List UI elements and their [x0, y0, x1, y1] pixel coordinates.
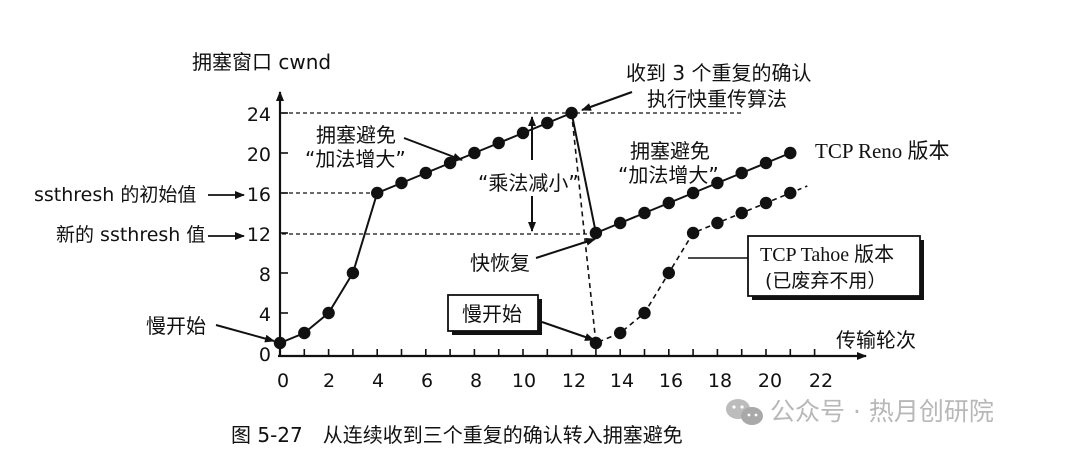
tahoe-label-line2: (已废弃不用）: [765, 270, 886, 292]
slow-start-box: 慢开始: [447, 294, 542, 335]
data-point: [784, 146, 797, 160]
x-axis-title: 传输轮次: [836, 328, 916, 352]
x-tick-22: 22: [809, 370, 833, 392]
data-point: [614, 326, 627, 340]
y-tick-12: 12: [247, 224, 271, 246]
slow-start-label-left: 慢开始: [146, 314, 206, 338]
data-point: [371, 186, 384, 200]
x-tick-14: 14: [610, 370, 634, 392]
data-point: [468, 146, 481, 160]
y-tick-24: 24: [247, 104, 271, 126]
x-tick-18: 18: [708, 370, 732, 392]
data-point: [346, 266, 360, 280]
data-point: [735, 206, 748, 220]
y-tick-4: 4: [259, 304, 271, 326]
data-point: [322, 306, 335, 320]
data-point: [273, 336, 287, 350]
data-point: [784, 186, 797, 200]
series-line-1: [570, 112, 791, 235]
fast-recovery-arrow: [535, 237, 596, 259]
data-point: [298, 326, 311, 340]
ca2-label-line1: 拥塞避免: [630, 139, 710, 163]
ssthresh-new-label: 新的 ssthresh 值: [56, 224, 205, 246]
y-tick-marks: [280, 112, 288, 314]
x-tick-4: 4: [372, 370, 384, 392]
data-point: [662, 196, 675, 210]
data-point: [492, 136, 505, 150]
figure-caption: 图 5-27 从连续收到三个重复的确认转入拥塞避免: [231, 423, 683, 447]
data-point: [614, 216, 627, 230]
ca1-arrow: [403, 137, 463, 161]
y-tick-8: 8: [259, 264, 271, 286]
reference-lines: [282, 112, 742, 235]
x-tick-0: 0: [277, 370, 289, 392]
tahoe-label-line1: TCP Tahoe 版本: [760, 243, 894, 266]
data-point: [638, 306, 651, 320]
series-layer: [273, 106, 808, 350]
x-tick-16: 16: [659, 370, 683, 392]
data-point: [638, 206, 651, 220]
data-point: [541, 116, 554, 130]
ca1-label-line1: 拥塞避免: [316, 123, 396, 147]
reno-label: TCP Reno 版本: [815, 139, 950, 163]
fast-recovery-label: 快恢复: [470, 251, 530, 275]
x-tick-12: 12: [562, 370, 586, 392]
dupack-arrow: [581, 90, 633, 112]
x-tick-labels: 0 2 4 6 8 10 12 14 16 18 20 22: [277, 370, 833, 392]
wechat-icon: [726, 399, 763, 425]
data-point: [516, 126, 530, 140]
data-point: [589, 226, 603, 240]
x-tick-2: 2: [323, 370, 335, 392]
md-label: “乘法减小”: [478, 171, 579, 195]
y-tick-0: 0: [259, 344, 271, 366]
x-tick-10: 10: [512, 370, 536, 392]
data-point: [395, 176, 408, 190]
y-axis-title: 拥塞窗口 cwnd: [192, 50, 331, 74]
watermark: 公众号 · 热月创研院: [726, 397, 994, 426]
y-tick-16: 16: [247, 184, 271, 206]
data-point: [686, 186, 700, 200]
data-point: [711, 216, 724, 230]
slow-start-arrow-left: [215, 324, 275, 343]
watermark-text: 公众号 · 热月创研院: [770, 397, 994, 426]
y-tick-20: 20: [247, 144, 271, 166]
data-point: [419, 166, 432, 180]
ca2-label-line2: “加法增大”: [618, 163, 719, 187]
data-point: [735, 166, 748, 180]
ca1-label-line2: “加法增大”: [305, 147, 406, 171]
x-tick-marks: [303, 349, 816, 356]
y-tick-labels: 0 4 8 12 16 20 24: [247, 104, 271, 366]
data-point: [443, 156, 457, 170]
x-tick-20: 20: [758, 370, 782, 392]
data-point: [759, 156, 773, 170]
x-tick-6: 6: [421, 370, 433, 392]
data-point: [662, 266, 675, 280]
ssthresh-initial-label: ssthresh 的初始值: [34, 184, 196, 206]
series-line-2: [570, 112, 791, 345]
dupack-label-line1: 收到 3 个重复的确认: [626, 61, 811, 85]
slow-start-box-arrow: [541, 321, 595, 341]
x-tick-8: 8: [470, 370, 482, 392]
data-point: [711, 176, 724, 190]
tahoe-box: TCP Tahoe 版本 (已废弃不用）: [747, 235, 924, 300]
slow-start-box-label: 慢开始: [462, 302, 522, 326]
data-point: [759, 196, 773, 210]
dupack-label-line2: 执行快重传算法: [647, 87, 787, 111]
data-point: [686, 226, 700, 240]
